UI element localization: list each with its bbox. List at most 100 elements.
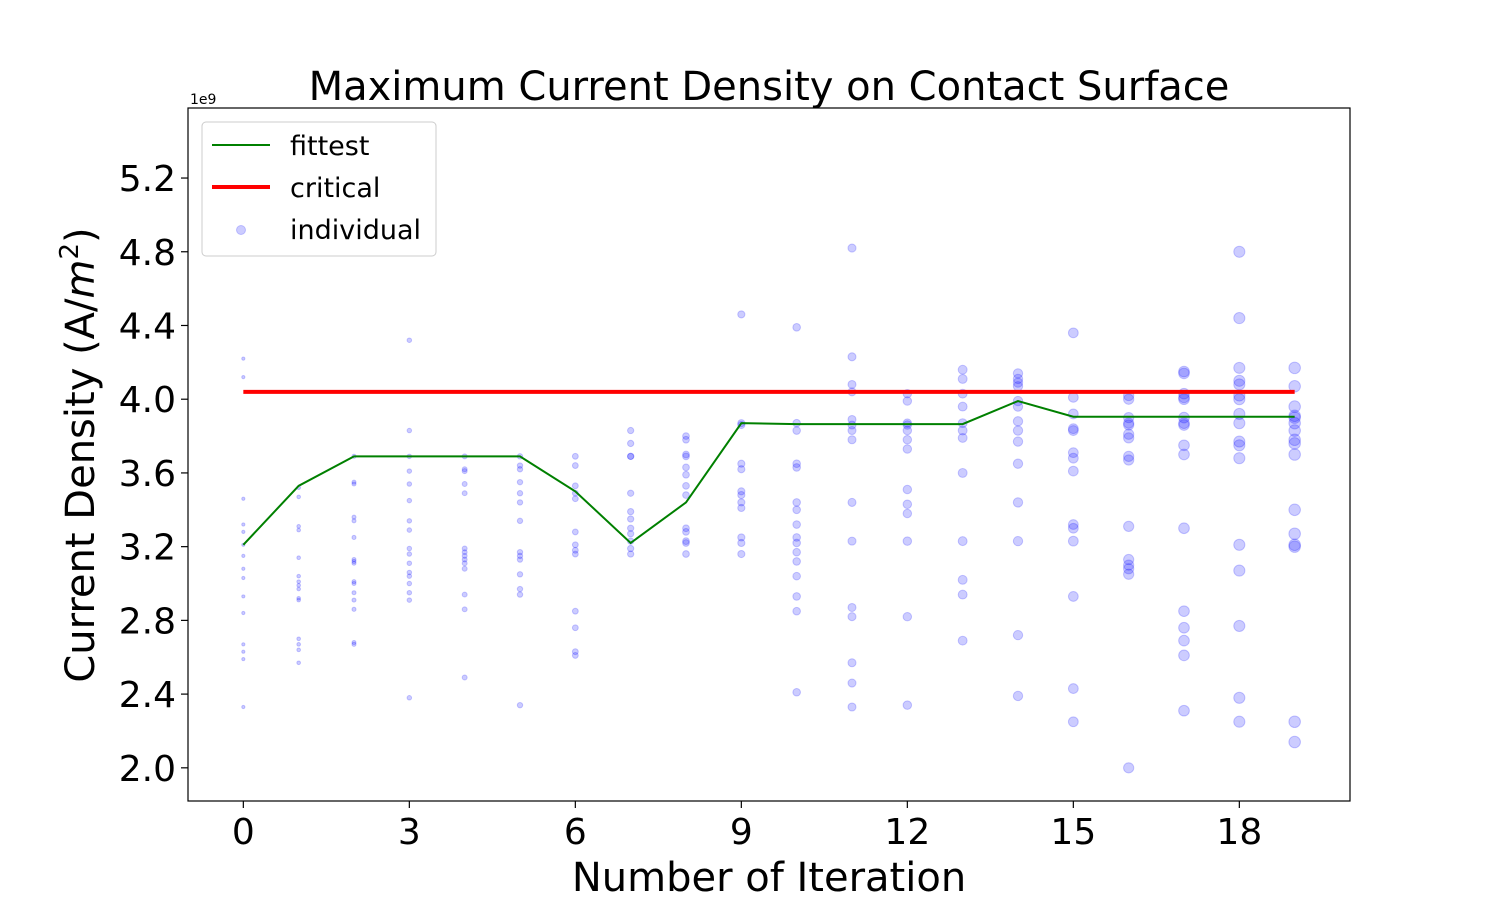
y-tick-label: 3.6 [119,454,176,495]
individual-point [571,651,579,659]
individual-point [1067,327,1079,339]
individual-point [351,558,357,564]
individual-point [1288,424,1301,437]
y-tick-label: 2.4 [119,675,176,716]
individual-point [792,463,801,472]
individual-point [351,579,357,585]
individual-point [461,565,468,572]
individual-point [1178,605,1190,618]
individual-point [571,528,579,536]
individual-point [296,636,301,642]
individual-point [847,536,857,546]
individual-point [1178,448,1190,461]
individual-point [902,425,913,436]
x-tick-label: 15 [1050,812,1096,853]
individual-point [1288,400,1301,413]
individual-point [1123,568,1135,580]
individual-point [351,534,357,540]
individual-point [902,508,913,519]
individual-point [792,592,801,601]
y-tick-label: 2.8 [119,601,176,642]
individual-point [737,498,746,507]
individual-point [296,597,301,603]
individual-point [1012,381,1024,392]
individual-point [627,524,635,532]
individual-point [1123,432,1135,444]
individual-point [1288,538,1301,552]
individual-point [461,560,468,567]
individual-point [1233,435,1246,448]
individual-point [406,427,413,434]
individual-point [1012,497,1024,508]
individual-point [1288,437,1301,450]
legend-fittest-label: fittest [290,131,369,162]
individual-point [682,435,690,444]
individual-point [241,553,246,558]
individual-point [296,583,301,588]
individual-point [406,337,413,343]
individual-point [406,569,413,576]
individual-point [792,426,801,435]
individual-point [1178,393,1190,406]
individual-point [1067,465,1079,477]
individual-point [296,647,301,653]
individual-point [296,573,301,579]
individual-point [241,642,246,647]
individual-point [682,539,690,547]
individual-point [792,547,801,557]
individual-point [957,536,968,547]
individual-points [241,243,1301,774]
x-tick-label: 3 [398,812,421,853]
x-tick-label: 12 [884,812,930,853]
individual-point [296,595,301,601]
individual-point [1012,373,1024,385]
individual-point [627,507,635,516]
individual-point [1012,425,1024,436]
individual-point [1178,367,1190,380]
individual-point [1178,634,1190,647]
individual-point [627,550,635,558]
individual-point [1233,439,1246,452]
individual-point [516,552,524,560]
individual-point [1288,735,1301,749]
individual-point [571,495,579,503]
individual-point [1123,559,1135,571]
individual-point [351,590,357,596]
individual-point [1067,423,1079,435]
individual-point [571,482,579,490]
individual-point [957,589,968,600]
individual-point [461,545,468,552]
individual-point [516,490,524,497]
y-axis-label: Current Density (A/m2) [55,227,104,682]
individual-point [1012,458,1024,469]
individual-point [1012,535,1024,547]
individual-point [296,555,301,561]
y-tick-label: 4.0 [119,380,176,421]
individual-point [1067,447,1079,459]
individual-point [461,674,468,681]
individual-point [1067,591,1079,602]
individual-point [847,602,857,612]
individual-point [1233,245,1246,258]
individual-point [1123,419,1135,431]
individual-point [461,606,468,613]
individual-point [1012,377,1024,388]
individual-point [682,537,690,545]
individual-point [406,695,413,701]
individual-point [351,557,357,563]
individual-point [1067,391,1079,403]
individual-point [1123,393,1135,405]
individual-point [406,580,413,587]
individual-point [1233,417,1246,430]
individual-point [1288,433,1301,447]
individual-point [1067,683,1079,694]
y-tick-label: 4.4 [119,306,176,347]
individual-point [241,529,246,535]
individual-point [296,642,301,647]
individual-point [682,463,690,472]
individual-point [1178,419,1190,431]
individual-point [682,452,690,461]
individual-point [792,687,801,697]
individual-point [461,481,468,487]
